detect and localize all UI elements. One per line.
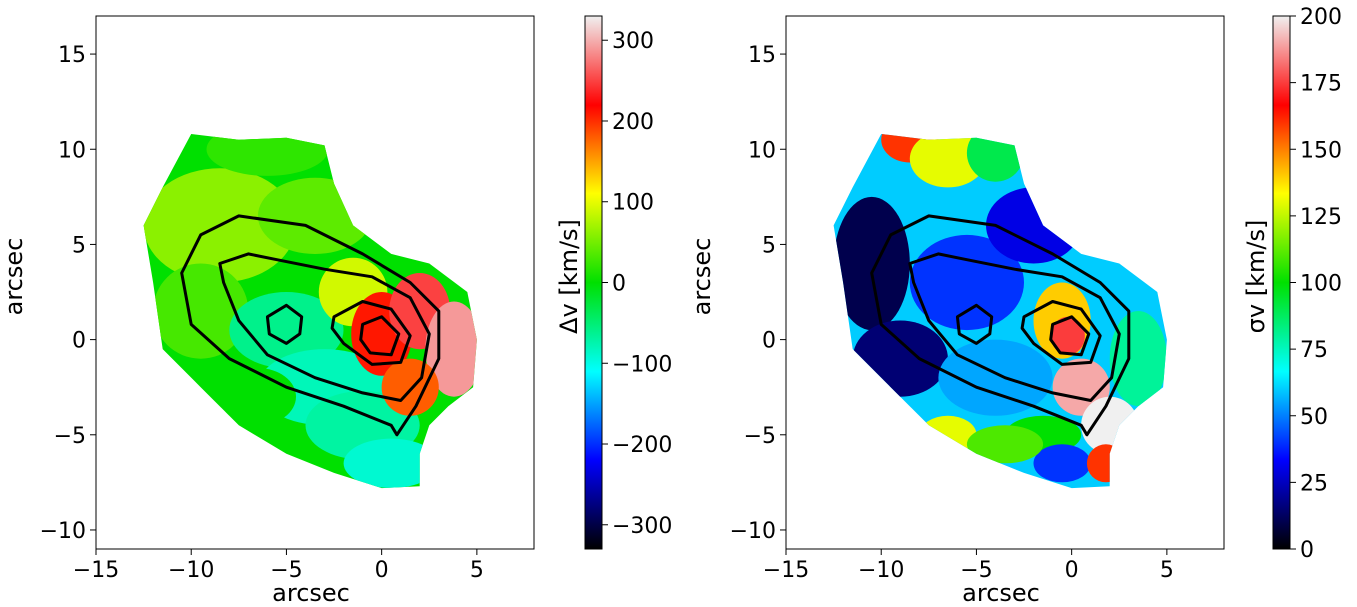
x-tick-label: −15	[763, 558, 809, 583]
x-tick-label: 5	[1160, 558, 1174, 583]
x-tick-label: 0	[1065, 558, 1079, 583]
map-region	[1033, 444, 1091, 483]
contour-line	[180, 214, 441, 437]
contour-line	[1049, 315, 1091, 357]
x-axis-label: arcsec	[962, 579, 1040, 607]
y-tick-label: 10	[58, 138, 86, 163]
map-region	[381, 358, 439, 416]
contour-group	[180, 214, 441, 437]
map-region	[909, 234, 1024, 331]
map-region	[343, 438, 439, 488]
map-region	[1109, 311, 1167, 407]
colorbar	[1272, 15, 1291, 550]
contour-line	[330, 300, 412, 366]
map-region	[1050, 316, 1085, 355]
colorbar-tick-label: 200	[1300, 5, 1342, 30]
y-tick-label: 15	[748, 43, 776, 68]
y-tick-label: −5	[744, 424, 776, 449]
colorbar-tick-label: 100	[1300, 272, 1342, 297]
colorbar-tick-label: 0	[612, 272, 626, 297]
colorbar-tick-label: 125	[1300, 205, 1342, 230]
axes-frame	[95, 15, 535, 550]
contour-line	[908, 252, 1121, 402]
map-region	[219, 368, 296, 426]
map-region	[833, 196, 910, 331]
contour-line	[870, 214, 1131, 437]
colorbar-tick-label: 75	[1300, 338, 1328, 363]
colorbar-tick-label: −100	[612, 352, 672, 377]
y-tick-label: 5	[762, 233, 776, 258]
colorbar-tick-label: 175	[1300, 72, 1342, 97]
colorbar-tick-label: 50	[1300, 405, 1328, 430]
x-tick-label: −5	[270, 558, 302, 583]
x-tick-label: −10	[858, 558, 904, 583]
contour-group	[870, 214, 1131, 437]
y-tick-label: 15	[58, 43, 86, 68]
colorbar-tick-label: −200	[612, 433, 672, 458]
x-axis-label: arcsec	[272, 579, 350, 607]
colorbar-tick-label: 150	[1300, 138, 1342, 163]
contour-line	[218, 252, 431, 402]
x-tick-label: −10	[168, 558, 214, 583]
colorbar-tick-label: 200	[612, 110, 654, 135]
colorbar-tick-label: 25	[1300, 471, 1328, 496]
colorbar-label: Δv [km/s]	[555, 219, 583, 334]
axes-frame	[785, 15, 1225, 550]
contour-line	[955, 303, 994, 345]
colorbar-tick-label: 300	[612, 29, 654, 54]
map-region	[966, 425, 1044, 464]
y-tick-label: −10	[730, 519, 776, 544]
contour-line	[1020, 300, 1102, 366]
colorbar	[584, 15, 603, 550]
colorbar-tick-label: 100	[612, 191, 654, 216]
map-region	[909, 134, 987, 188]
y-tick-label: 0	[72, 329, 86, 354]
y-axis-label: arcsec	[688, 238, 716, 316]
x-tick-label: 5	[470, 558, 484, 583]
colorbar-label: σv [km/s]	[1242, 220, 1270, 334]
contour-line	[359, 315, 401, 357]
y-tick-label: 5	[72, 233, 86, 258]
x-tick-label: −5	[960, 558, 992, 583]
map-region	[229, 292, 344, 369]
contour-line	[265, 303, 304, 345]
y-tick-label: −5	[54, 424, 86, 449]
x-tick-label: −15	[73, 558, 119, 583]
y-tick-label: 10	[748, 138, 776, 163]
y-axis-label: arcsec	[0, 238, 28, 316]
y-tick-label: −10	[40, 519, 86, 544]
x-tick-label: 0	[375, 558, 389, 583]
colorbar-tick-label: 0	[1300, 538, 1314, 563]
y-tick-label: 0	[762, 329, 776, 354]
colorbar-tick-label: −300	[612, 514, 672, 539]
